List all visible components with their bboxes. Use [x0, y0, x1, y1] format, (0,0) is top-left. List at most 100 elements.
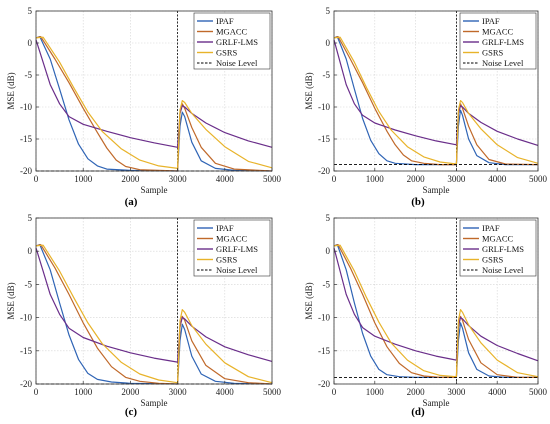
legend-entry: Noise Level	[216, 58, 258, 68]
legend-box	[459, 12, 537, 70]
panel-caption: (c)	[125, 406, 138, 418]
plot-frame	[333, 10, 539, 172]
series-line-gsrs	[35, 244, 273, 384]
legend-entry: GSRS	[216, 255, 238, 265]
legend-entry: GRLF-LMS	[216, 37, 258, 47]
panel-caption: (a)	[125, 196, 138, 208]
legend-entry: MGACC	[482, 234, 514, 244]
legend-entry: GSRS	[216, 48, 238, 58]
y-tick-label: 0	[28, 38, 33, 48]
legend-entry: Noise Level	[216, 265, 258, 275]
x-tick-label: 2000	[121, 387, 140, 397]
plot-frame	[333, 217, 539, 385]
y-tick-label: 5	[326, 213, 331, 223]
x-tick-label: 4000	[488, 174, 507, 184]
y-tick-label: -20	[318, 379, 330, 389]
series-line-mgacc	[35, 36, 273, 172]
x-tick-label: 4000	[216, 174, 235, 184]
y-tick-label: 5	[326, 6, 331, 16]
legend-entry: MGACC	[482, 27, 514, 37]
x-tick-label: 5000	[529, 387, 548, 397]
x-tick-label: 3000	[169, 174, 188, 184]
x-tick-label: 5000	[529, 174, 548, 184]
legend-box	[459, 219, 537, 277]
y-axis-label: MSE (dB)	[304, 282, 314, 319]
x-axis-label: Sample	[423, 398, 450, 408]
x-tick-label: 1000	[366, 174, 385, 184]
x-tick-label: 4000	[488, 387, 507, 397]
y-tick-label: 0	[28, 246, 33, 256]
legend-entry: IPAF	[482, 16, 500, 26]
plot-frame	[35, 10, 273, 172]
y-tick-label: -5	[25, 279, 33, 289]
y-tick-label: -5	[323, 279, 331, 289]
x-tick-label: 0	[34, 174, 39, 184]
x-tick-label: 3000	[447, 387, 466, 397]
x-tick-label: 0	[34, 387, 39, 397]
series-line-mgacc	[333, 36, 539, 166]
x-tick-label: 5000	[263, 174, 282, 184]
y-axis-label: MSE (dB)	[304, 72, 314, 109]
y-tick-label: -10	[318, 102, 330, 112]
y-tick-label: -20	[20, 379, 32, 389]
y-tick-label: -15	[20, 346, 32, 356]
series-line-grlf-lms	[333, 247, 539, 362]
y-tick-label: -10	[318, 313, 330, 323]
y-tick-label: -5	[323, 70, 331, 80]
legend-entry: MGACC	[216, 234, 248, 244]
legend-entry: Noise Level	[482, 58, 524, 68]
y-tick-label: -10	[20, 102, 32, 112]
panel-caption: (b)	[411, 196, 425, 208]
x-tick-label: 0	[332, 174, 337, 184]
x-tick-label: 1000	[74, 174, 93, 184]
x-tick-label: 3000	[169, 387, 188, 397]
x-tick-label: 4000	[216, 387, 235, 397]
series-line-grlf-lms	[333, 39, 539, 146]
x-tick-label: 2000	[407, 387, 426, 397]
legend-entry: GRLF-LMS	[482, 244, 524, 254]
x-tick-label: 2000	[121, 174, 140, 184]
x-tick-label: 2000	[407, 174, 426, 184]
y-tick-label: -10	[20, 313, 32, 323]
plot-frame	[35, 217, 273, 385]
y-tick-label: 0	[326, 38, 331, 48]
y-tick-label: -20	[20, 166, 32, 176]
x-axis-label: Sample	[423, 185, 450, 195]
y-tick-label: 5	[28, 6, 33, 16]
legend-entry: IPAF	[216, 16, 234, 26]
x-tick-label: 3000	[447, 174, 466, 184]
series-line-grlf-lms	[35, 247, 273, 363]
panel-a: 0 1000 2000 3000 4000 5000 5 0 -5 -10 -15 -20 Sample…	[6, 6, 282, 208]
legend-box	[193, 12, 271, 70]
legend-entry: GSRS	[482, 255, 504, 265]
legend-entry: IPAF	[216, 223, 234, 233]
y-axis-label: MSE (dB)	[6, 72, 16, 109]
x-tick-label: 0	[332, 387, 337, 397]
series-line-gsrs	[333, 244, 539, 378]
y-tick-label: -15	[318, 346, 330, 356]
legend-entry: GRLF-LMS	[216, 244, 258, 254]
y-tick-label: -5	[25, 70, 33, 80]
series-line-gsrs	[35, 36, 273, 169]
panel-d: 0 1000 2000 3000 4000 5000 5 0 -5 -10 -15 -20 Sample…	[304, 213, 548, 418]
y-tick-label: -15	[20, 134, 32, 144]
series-line-gsrs	[333, 36, 539, 165]
legend-entry: IPAF	[482, 223, 500, 233]
legend-entry: GSRS	[482, 48, 504, 58]
series-line-mgacc	[35, 244, 273, 385]
y-tick-label: -15	[318, 134, 330, 144]
series-line-grlf-lms	[35, 39, 273, 148]
panel-c: 0 1000 2000 3000 4000 5000 5 0 -5 -10 -15 -20 Sample…	[6, 213, 282, 418]
legend-entry: Noise Level	[482, 265, 524, 275]
legend-entry: MGACC	[216, 27, 248, 37]
legend-entry: GRLF-LMS	[482, 37, 524, 47]
panel-b: 0 1000 2000 3000 4000 5000 5 0 -5 -10 -15 -20 Sample…	[304, 6, 548, 208]
y-axis-label: MSE (dB)	[6, 282, 16, 319]
x-tick-label: 5000	[263, 387, 282, 397]
legend-box	[193, 219, 271, 277]
y-tick-label: 5	[28, 213, 33, 223]
